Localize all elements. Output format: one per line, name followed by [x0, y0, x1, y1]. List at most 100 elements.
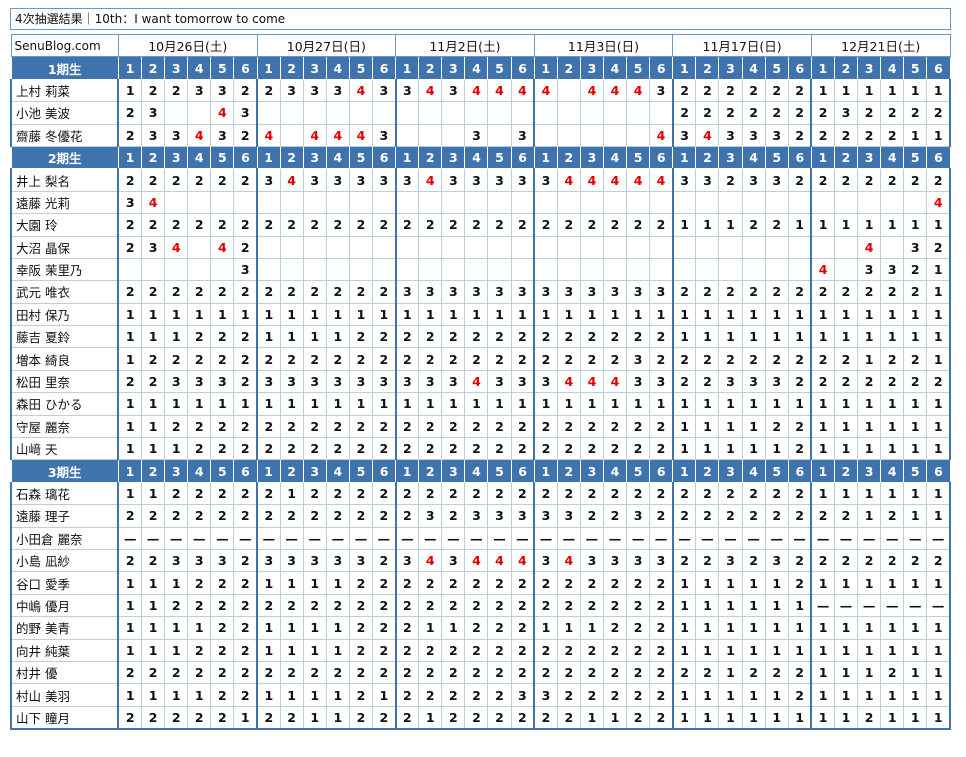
result-cell: 3 — [857, 257, 882, 282]
result-cell: 1 — [857, 302, 882, 327]
member-name: 遠藤 光莉 — [9, 190, 119, 215]
result-cell: 2 — [464, 347, 489, 371]
result-cell: 2 — [787, 437, 812, 461]
slot-number: 6 — [510, 145, 535, 170]
member-row: 小田倉 麗奈 — — — — — — — — — — — — — — — — — — — — — — — — — — — — — — — — — —… — [9, 526, 952, 550]
slot-number: 4 — [602, 459, 628, 483]
result-cell: 3 — [441, 280, 466, 304]
result-cell: 4 — [510, 548, 535, 573]
result-cell: 1 — [671, 392, 697, 416]
result-cell: 3 — [649, 280, 674, 304]
result-cell: 2 — [441, 683, 466, 707]
result-cell: 2 — [671, 347, 697, 371]
result-cell: 2 — [903, 280, 928, 304]
result-cell: 2 — [533, 414, 558, 439]
date-header: 11月17日(日) — [672, 33, 812, 58]
result-cell — [256, 101, 281, 125]
result-cell: 2 — [210, 481, 235, 506]
result-cell: 2 — [671, 369, 697, 394]
result-cell: — — [926, 593, 952, 618]
result-cell: 2 — [441, 414, 466, 439]
result-cell: 3 — [371, 369, 397, 394]
result-cell — [764, 190, 789, 215]
result-cell: 4 — [256, 123, 281, 147]
result-cell: 2 — [649, 593, 674, 618]
result-cell: 4 — [649, 123, 674, 147]
result-cell: 1 — [787, 392, 812, 416]
slot-number: 2 — [418, 459, 443, 483]
result-cell: 1 — [903, 638, 928, 662]
result-cell: 1 — [903, 123, 928, 147]
member-name: 武元 唯衣 — [9, 280, 119, 304]
result-cell — [325, 235, 350, 259]
result-cell: 2 — [187, 481, 212, 506]
result-cell: 1 — [279, 481, 304, 506]
result-cell: 1 — [903, 616, 928, 640]
result-cell: 1 — [187, 616, 212, 640]
result-cell: 2 — [649, 325, 674, 349]
result-cell — [718, 257, 743, 282]
result-cell: 1 — [671, 593, 697, 618]
slot-number: 4 — [187, 145, 212, 170]
member-name: 井上 梨名 — [9, 168, 119, 192]
result-cell: 2 — [487, 705, 512, 730]
result-cell: 1 — [695, 638, 720, 662]
result-cell: 1 — [394, 302, 420, 327]
result-cell: 2 — [787, 414, 812, 439]
result-cell: 2 — [210, 638, 235, 662]
slot-number: 4 — [741, 145, 766, 170]
result-cell: 1 — [718, 593, 743, 618]
slot-number: 4 — [741, 459, 766, 483]
slot-number: 1 — [672, 145, 697, 170]
slot-number: 4 — [187, 56, 212, 80]
slot-number: 2 — [556, 56, 581, 80]
result-cell: 1 — [141, 616, 166, 640]
result-cell: 1 — [256, 571, 281, 595]
result-cell — [741, 257, 766, 282]
result-cell — [256, 257, 281, 282]
result-cell — [626, 123, 651, 147]
result-cell: 1 — [764, 638, 789, 662]
result-cell: 2 — [833, 280, 859, 304]
result-cell: 1 — [117, 638, 143, 662]
result-cell — [626, 101, 651, 125]
result-cell: 1 — [325, 325, 350, 349]
result-cell — [371, 190, 397, 215]
member-name: 守屋 麗奈 — [9, 414, 119, 439]
result-cell: 1 — [164, 638, 189, 662]
result-cell: 2 — [626, 705, 651, 730]
result-cell: 2 — [441, 213, 466, 237]
result-cell: 3 — [833, 101, 859, 125]
result-cell — [441, 190, 466, 215]
result-cell: 2 — [903, 347, 928, 371]
result-cell: 2 — [556, 437, 581, 461]
result-cell: 2 — [164, 168, 189, 192]
result-cell: 1 — [833, 683, 859, 707]
result-cell: 3 — [533, 548, 558, 573]
result-cell: 2 — [487, 437, 512, 461]
result-cell: 3 — [256, 369, 281, 394]
result-cell — [418, 235, 443, 259]
result-cell: 3 — [718, 123, 743, 147]
slot-number: 4 — [464, 56, 489, 80]
result-cell — [394, 235, 420, 259]
result-cell: 1 — [880, 571, 905, 595]
result-cell: 1 — [857, 683, 882, 707]
result-cell: 4 — [464, 548, 489, 573]
result-cell: 1 — [926, 123, 952, 147]
result-cell: 1 — [926, 437, 952, 461]
result-cell: 1 — [487, 392, 512, 416]
result-cell: 2 — [348, 616, 373, 640]
result-cell: 2 — [302, 593, 327, 618]
result-cell: 2 — [671, 280, 697, 304]
member-name: 村山 美羽 — [9, 683, 119, 707]
slot-number: 5 — [903, 56, 928, 80]
result-cell — [787, 190, 812, 215]
result-cell: 3 — [210, 123, 235, 147]
result-cell: 2 — [649, 705, 674, 730]
result-cell: 2 — [210, 414, 235, 439]
result-cell: — — [764, 526, 789, 550]
result-cell: 2 — [210, 437, 235, 461]
result-cell: 2 — [210, 280, 235, 304]
result-cell: 2 — [787, 280, 812, 304]
